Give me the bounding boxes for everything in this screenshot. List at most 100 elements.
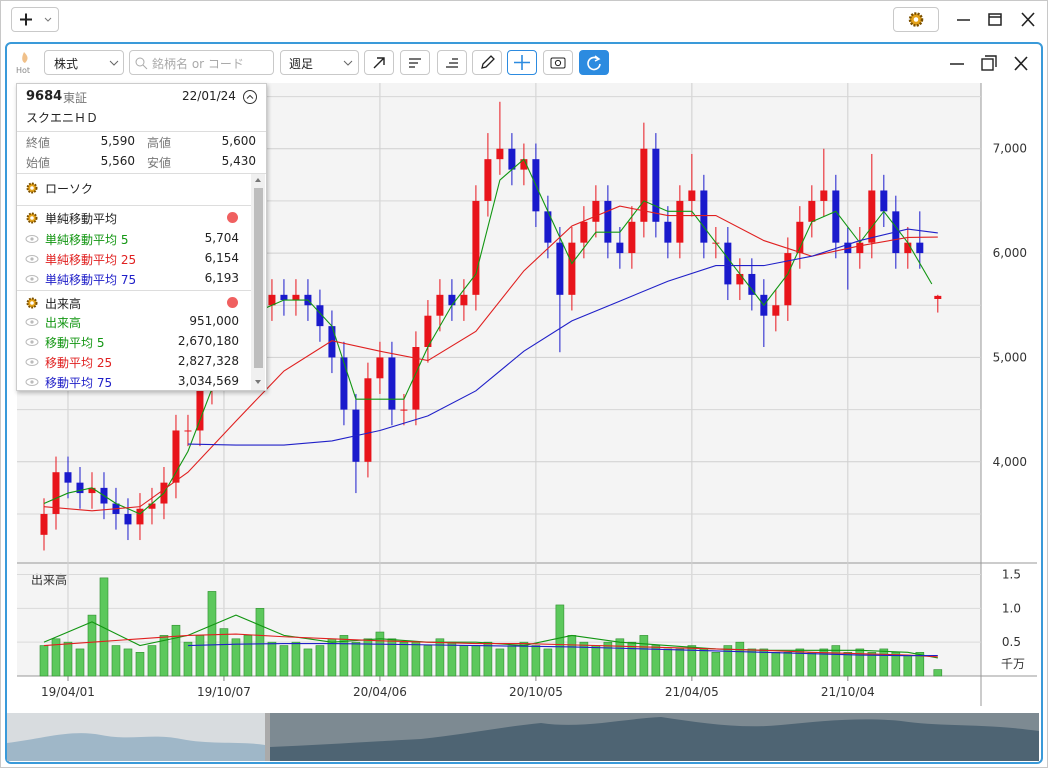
market-select[interactable]: 株式 [44,50,124,75]
candle-body [772,305,780,316]
crosshair-tool[interactable] [507,50,537,75]
tool-icon [373,57,385,69]
eye-icon[interactable] [25,315,41,329]
candle-body [700,190,708,243]
candle-body [412,347,420,410]
volume-bar [99,577,109,677]
candle-body [388,357,396,410]
volume-bar [435,638,445,677]
candle-body [172,430,180,483]
candle-body [748,273,756,295]
lines-tool[interactable] [400,50,430,75]
section-title: 出来高 [45,297,82,311]
volume-bar [399,641,409,677]
x-tick-label: 21/10/04 [821,685,875,699]
gear-icon[interactable] [25,211,41,225]
y-tick-label: 1.0 [1002,601,1021,615]
candle-body [268,294,276,306]
volume-bar [867,652,877,677]
volume-bar [795,648,805,677]
volume-bar [579,641,589,677]
eye-icon[interactable] [25,375,41,389]
x-tick-label: 19/04/01 [41,685,95,699]
candle-body [52,472,60,514]
camera-tool[interactable] [543,50,573,75]
candle-body [196,388,204,431]
volume-bar [699,648,709,677]
volume-bar [111,645,121,677]
volume-bar [411,641,421,677]
candle-body [580,221,588,243]
ohlc-value: 5,590 [100,134,135,148]
add-button[interactable] [11,7,59,32]
panel-controls[interactable] [945,53,1035,75]
volume-bar [219,628,229,677]
candle-body [496,148,504,160]
ma-name: 単純移動平均 75 [45,273,137,287]
eye-icon[interactable] [25,272,41,286]
eye-icon[interactable] [25,252,41,266]
candle-body [820,190,828,201]
collapse-icon[interactable] [242,89,258,105]
scrollbar[interactable] [251,174,265,390]
section-title: 単純移動平均 [45,212,118,226]
volume-bar [627,641,637,677]
volume-bar [51,638,61,677]
search-box[interactable]: 銘柄名 or コード [129,50,274,75]
candle-body [904,242,912,254]
gear-icon[interactable] [25,181,41,195]
y-tick-label: 6,000 [993,246,1027,260]
window-controls[interactable] [951,9,1043,31]
volume-bar [291,641,301,677]
ma-value: 3,034,569 [177,374,239,388]
candle-body [148,503,156,509]
volume-bar [315,645,325,677]
volume-bar [759,648,769,677]
volume-bar [243,635,253,677]
refresh-button[interactable] [579,50,609,75]
volume-bar [375,631,385,677]
candle-body [676,200,684,243]
status-dot[interactable] [227,212,238,223]
gear-icon[interactable] [25,296,41,310]
navigator-handle[interactable] [265,713,270,761]
scroll-thumb[interactable] [254,188,263,368]
candle-body [424,315,432,347]
volume-bar [387,638,397,677]
volume-bar [195,635,205,677]
eye-icon[interactable] [25,335,41,349]
eye-icon[interactable] [25,232,41,246]
candle-body [724,242,732,285]
candle-body [184,430,192,432]
volume-bar [483,641,493,677]
volume-title: 出来高 [31,572,67,587]
candle-body [664,221,672,243]
tool-icon [514,55,530,70]
volume-bar [351,641,361,677]
trendline-tool[interactable] [364,50,394,75]
exchange: 東証 [63,91,88,105]
stock-name: スクエニＨＤ [26,111,99,125]
volume-bar [555,604,565,677]
ohlc-label: 始値 [26,156,51,170]
volume-bar [159,635,169,677]
hot-icon[interactable] [13,50,37,76]
candle-body [604,200,612,243]
lines-tool-2[interactable] [437,50,467,75]
status-dot[interactable] [227,297,238,308]
pen-tool[interactable] [472,50,502,75]
candle-body [934,295,942,299]
volume-bar [771,652,781,677]
volume-bar [39,645,49,677]
eye-icon[interactable] [25,355,41,369]
volume-bar [471,645,481,677]
volume-bar [831,645,841,677]
volume-bar [303,648,313,677]
volume-bar [723,645,733,677]
period-select[interactable]: 週足 [280,50,359,75]
volume-bar [843,652,853,677]
volume-bar [783,652,793,677]
candle-body [280,294,288,301]
volume-bar [567,635,577,677]
settings-button[interactable] [893,7,939,32]
